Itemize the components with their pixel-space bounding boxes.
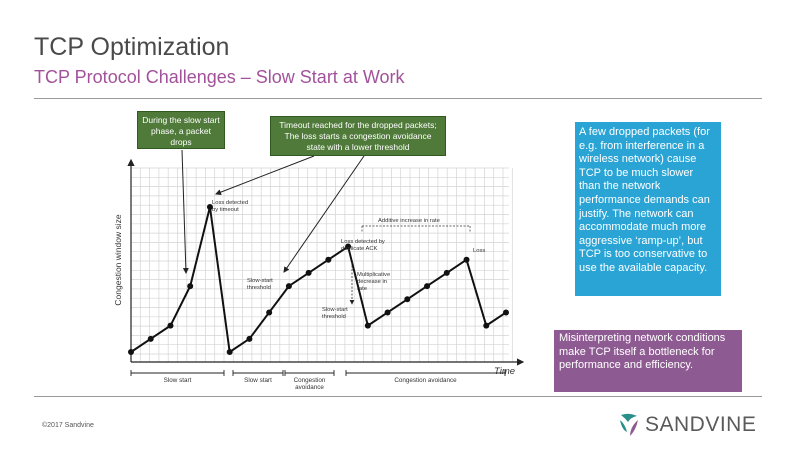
phase-label: Slow start [164, 377, 192, 384]
phase-label: Slow start [244, 377, 272, 384]
chart-axes: Congestion window size Time [113, 158, 525, 377]
annotation-loss-dup-ack: Loss detected by duplicate ACK [341, 239, 385, 252]
data-point [325, 256, 332, 263]
data-point [483, 322, 490, 329]
callout-slow-start-drop: During the slow start phase, a packet dr… [137, 111, 225, 149]
data-point [503, 309, 509, 316]
annotation-loss-timeout: Loss detected by timeout [212, 200, 248, 213]
data-point [147, 335, 154, 342]
annotation-additive-increase: Additive increase in rate [378, 218, 440, 224]
data-point [246, 335, 253, 342]
phase-label: Congestion [294, 377, 326, 384]
annotation-loss: Loss [473, 248, 485, 254]
callout-arrow-slow-start [181, 149, 189, 274]
chart-annotations: Loss detected by timeout Slow-start thresho… [130, 200, 506, 391]
sandvine-logo: SANDVINE [617, 412, 756, 438]
top-divider [34, 98, 762, 99]
congestion-window-line [130, 206, 507, 354]
data-point [443, 269, 450, 276]
sandvine-logo-icon [620, 413, 638, 436]
data-point [285, 283, 292, 290]
data-point [305, 269, 312, 276]
data-point [404, 296, 411, 303]
logo-wordmark: SANDVINE [645, 413, 757, 436]
data-point [167, 322, 174, 329]
callout-arrow-timeout-2 [283, 155, 365, 273]
y-axis-label: Congestion window size [113, 214, 123, 305]
data-point [463, 256, 470, 263]
data-point [266, 309, 273, 316]
callout-arrows [181, 149, 365, 274]
data-point [206, 204, 213, 210]
data-point [364, 322, 371, 329]
data-point [187, 283, 194, 290]
annotation-slow-start-threshold-2: Slow-start threshold [322, 307, 348, 320]
data-point [226, 349, 233, 355]
x-axis-label: Time [494, 366, 515, 377]
callout-timeout: Timeout reached for the dropped packets;… [270, 116, 446, 156]
phase-label: avoidance [295, 384, 324, 391]
data-point [345, 243, 352, 250]
annotation-slow-start-threshold-1: Slow-start threshold [247, 278, 273, 291]
info-box-bottleneck: Misinterpreting network conditions make … [554, 330, 742, 392]
data-point [384, 309, 391, 316]
bottom-divider [34, 396, 762, 397]
phase-label: Congestion avoidance [394, 377, 457, 384]
copyright-footer: ©2017 Sandvine [42, 422, 94, 429]
data-point [128, 349, 134, 355]
annotation-mult-decrease: Multiplicative decrease in rate [357, 272, 390, 292]
info-box-dropped-packets: A few dropped packets (for e.g. from int… [575, 122, 721, 296]
slide-title: TCP Optimization [34, 33, 230, 61]
slide-subtitle: TCP Protocol Challenges – Slow Start at … [34, 67, 405, 87]
chart-series [128, 204, 509, 355]
callout-arrow-timeout-1 [215, 155, 315, 195]
data-point [424, 283, 431, 290]
